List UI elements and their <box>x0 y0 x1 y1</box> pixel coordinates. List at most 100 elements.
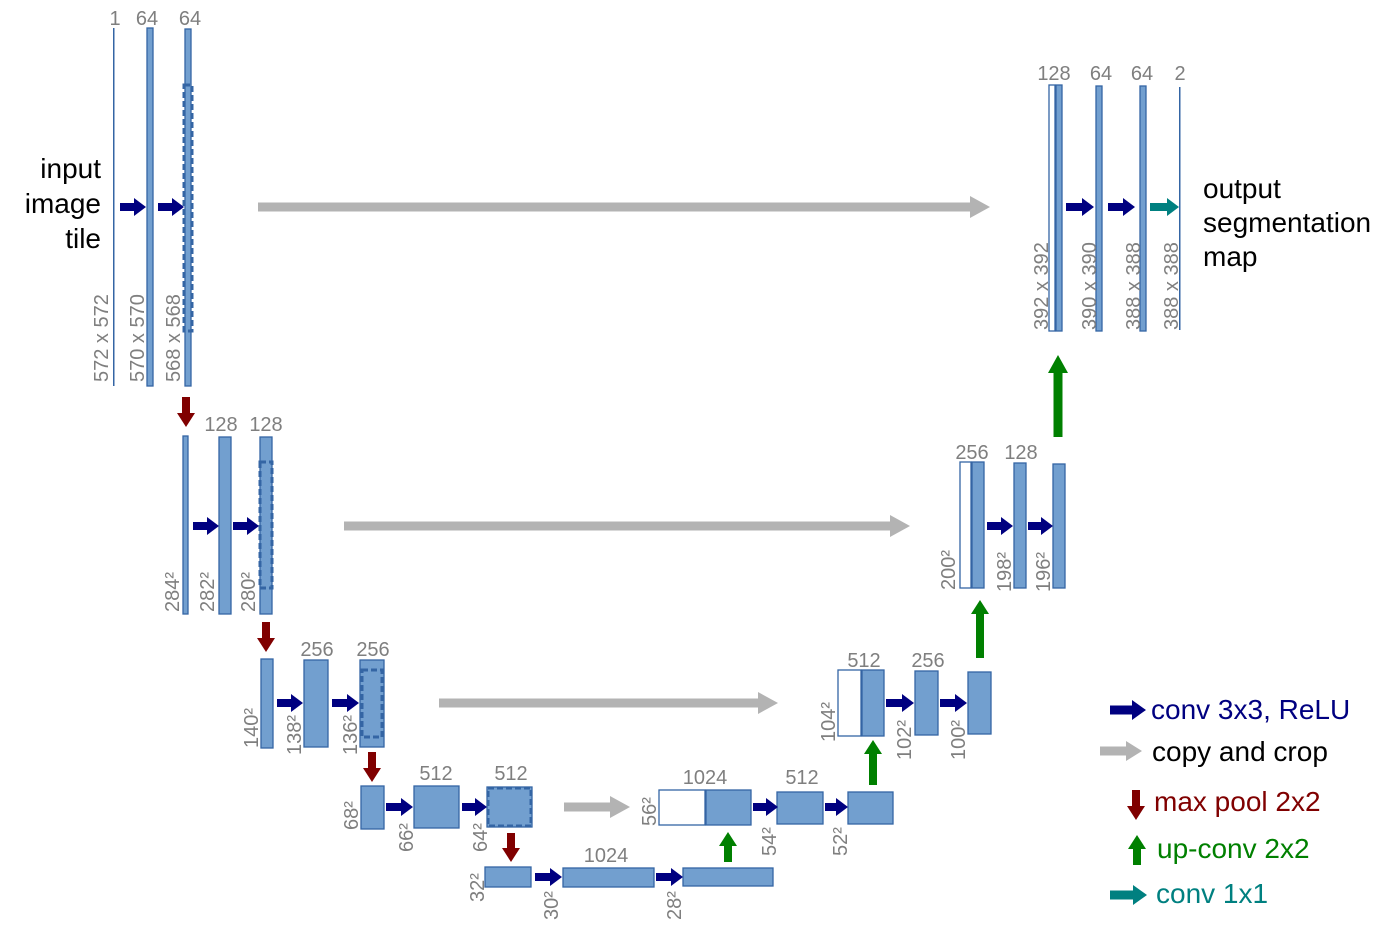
conv-arrow <box>193 517 219 535</box>
conv-arrow <box>158 198 184 216</box>
channel-count-label: 512 <box>785 767 818 789</box>
size-label: 136² <box>340 715 362 755</box>
max-pool-arrow <box>502 833 520 862</box>
legend-item-label: conv 1x1 <box>1156 878 1268 909</box>
max-pool-arrow <box>363 752 381 782</box>
conv-arrow <box>1108 198 1135 216</box>
conv-arrow <box>940 694 967 712</box>
conv-arrow <box>332 694 359 712</box>
crop-region <box>258 460 274 590</box>
size-label: 570 x 570 <box>127 294 149 382</box>
conv-arrow <box>277 694 303 712</box>
size-label: 198² <box>994 552 1016 592</box>
size-label: 196² <box>1033 552 1055 592</box>
channel-count-label: 256 <box>911 650 944 672</box>
size-label: 200² <box>938 550 960 590</box>
size-label: 572 x 572 <box>91 294 113 382</box>
max-pool-arrow <box>257 622 275 652</box>
copied-feature-map <box>837 669 862 737</box>
crop-region <box>486 786 533 828</box>
conv-arrow <box>233 517 259 535</box>
channel-count-label: 512 <box>494 763 527 785</box>
copy-crop-arrow <box>439 692 778 714</box>
input-label-line: image <box>25 188 101 219</box>
crop-region <box>182 83 194 333</box>
size-label: 392 x 392 <box>1031 242 1053 330</box>
size-label: 66² <box>396 823 418 852</box>
channel-count-label: 256 <box>356 639 389 661</box>
size-label: 102² <box>894 720 916 760</box>
channel-count-label: 128 <box>1004 442 1037 464</box>
output-map <box>1179 87 1181 330</box>
up-conv-arrow <box>719 832 737 862</box>
size-label: 52² <box>830 827 852 856</box>
feature-map <box>1095 85 1103 332</box>
feature-map <box>861 669 885 737</box>
feature-map <box>182 435 189 615</box>
size-label: 390 x 390 <box>1079 242 1101 330</box>
channel-count-label: 128 <box>1037 63 1070 85</box>
legend-conv-arrow-icon <box>1110 700 1146 720</box>
size-label: 282² <box>197 572 219 612</box>
conv-arrow <box>753 798 778 816</box>
feature-map <box>1013 462 1027 589</box>
feature-map <box>1139 85 1147 332</box>
conv-arrow <box>1066 198 1094 216</box>
feature-map <box>146 27 154 387</box>
copy-crop-arrow <box>258 196 990 218</box>
channel-count-label: 128 <box>249 414 282 436</box>
legend-copy-arrow-icon <box>1100 741 1142 761</box>
max-pool-arrow <box>177 397 195 427</box>
size-label: 280² <box>238 572 260 612</box>
size-label: 100² <box>948 720 970 760</box>
input-label-line: input <box>40 153 101 184</box>
size-label: 388 x 388 <box>1161 242 1183 330</box>
size-label: 284² <box>162 572 184 612</box>
up-conv-arrow <box>1048 355 1068 437</box>
conv1x1-arrow <box>1150 198 1179 216</box>
channel-count-label: 512 <box>419 763 452 785</box>
feature-map <box>360 785 385 830</box>
size-label: 104² <box>818 702 840 742</box>
legend-item-label: copy and crop <box>1152 736 1328 767</box>
conv-arrow <box>886 694 914 712</box>
feature-map <box>562 867 655 888</box>
conv-arrow <box>987 517 1013 535</box>
feature-map <box>303 659 329 748</box>
feature-map <box>486 786 533 828</box>
feature-map <box>847 791 894 825</box>
output-label-line: output <box>1203 173 1281 204</box>
feature-map <box>967 671 992 735</box>
size-label: 68² <box>341 801 363 830</box>
feature-map <box>1055 84 1063 332</box>
channel-count-label: 1 <box>109 8 120 30</box>
channel-count-label: 512 <box>847 650 880 672</box>
channel-count-label: 1024 <box>584 845 629 867</box>
channel-count-label: 64 <box>179 8 201 30</box>
size-label: 568 x 568 <box>163 294 185 382</box>
conv-arrow <box>386 798 413 816</box>
output-label-line: segmentation <box>1203 207 1371 238</box>
feature-map <box>971 461 985 589</box>
size-label: 28² <box>664 891 686 920</box>
channel-count-label: 64 <box>1090 63 1112 85</box>
copy-crop-arrow <box>564 796 630 818</box>
feature-map <box>218 436 232 615</box>
copied-feature-map <box>959 461 972 589</box>
crop-region <box>360 668 384 739</box>
conv-arrow <box>462 798 487 816</box>
channel-count-label: 256 <box>300 639 333 661</box>
legend-pool-arrow-icon <box>1127 790 1145 820</box>
feature-map <box>260 658 274 749</box>
channel-count-label: 1024 <box>683 767 728 789</box>
legend-item-label: up-conv 2x2 <box>1157 833 1310 864</box>
feature-map <box>484 866 532 888</box>
legend-item-label: max pool 2x2 <box>1154 786 1321 817</box>
legend-upconv-arrow-icon <box>1128 835 1146 865</box>
up-conv-arrow <box>864 740 882 785</box>
size-label: 138² <box>284 715 306 755</box>
conv-arrow <box>120 198 146 216</box>
conv-arrow <box>1028 517 1053 535</box>
feature-map <box>413 785 460 829</box>
